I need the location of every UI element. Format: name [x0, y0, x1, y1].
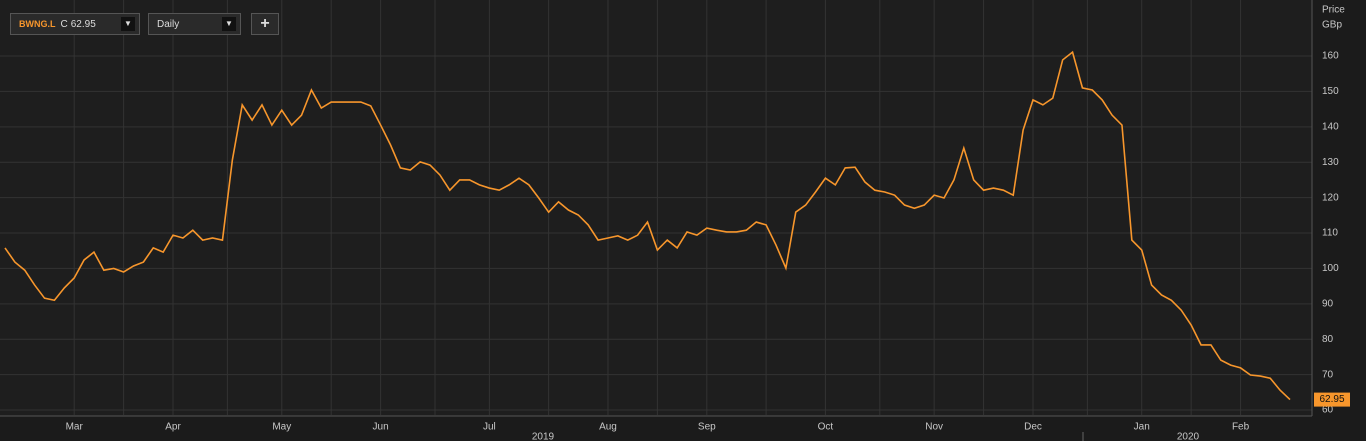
x-tick-label: Jun — [373, 422, 389, 433]
y-axis-unit: GBp — [1322, 20, 1342, 31]
y-tick-label: 90 — [1322, 298, 1334, 309]
y-tick-label: 120 — [1322, 192, 1339, 203]
x-tick-label: Mar — [66, 422, 84, 433]
y-tick-label: 150 — [1322, 86, 1339, 97]
interval-selector[interactable]: Daily ▼ — [148, 13, 241, 35]
x-tick-label: Jul — [483, 422, 496, 433]
last-price-tag — [1314, 392, 1350, 407]
y-tick-label: 70 — [1322, 369, 1334, 380]
x-tick-label: Sep — [698, 422, 716, 433]
x-tick-label: Dec — [1024, 422, 1042, 433]
y-tick-label: 160 — [1322, 51, 1339, 62]
price-line — [4, 50, 1291, 401]
add-button[interactable]: + — [251, 13, 279, 35]
add-icon: + — [260, 15, 270, 32]
x-tick-label: Apr — [165, 422, 181, 433]
interval: Daily — [157, 18, 180, 30]
x-tick-label: Nov — [925, 422, 943, 433]
y-tick-label: 140 — [1322, 121, 1339, 132]
y-tick-label: 100 — [1322, 263, 1339, 274]
y-tick-label: 60 — [1322, 405, 1334, 416]
close-value: 62.95 — [70, 18, 96, 30]
symbol-selector[interactable]: BWNG.L C 62.95 ▼ — [10, 13, 140, 35]
x-tick-label: Feb — [1232, 422, 1250, 433]
close-label: C — [60, 18, 68, 30]
x-tick-label: Aug — [599, 422, 617, 433]
y-tick-label: 130 — [1322, 157, 1339, 168]
x-tick-label: May — [272, 422, 291, 433]
dropdown-arrow: ▼ — [121, 17, 135, 31]
y-axis-title: Price — [1322, 5, 1345, 16]
y-tick-label: 80 — [1322, 334, 1334, 345]
dropdown-arrow: ▼ — [222, 17, 236, 31]
x-tick-label: Oct — [818, 422, 834, 433]
year-label: 2020 — [1177, 432, 1200, 441]
plot-bg — [0, 0, 1312, 416]
x-tick-label: Jan — [1134, 422, 1150, 433]
last-price-label: 62.95 — [1319, 394, 1344, 405]
year-label: 2019 — [532, 432, 555, 441]
y-tick-label: 110 — [1322, 228, 1338, 239]
ticker: BWNG.L — [19, 19, 56, 29]
